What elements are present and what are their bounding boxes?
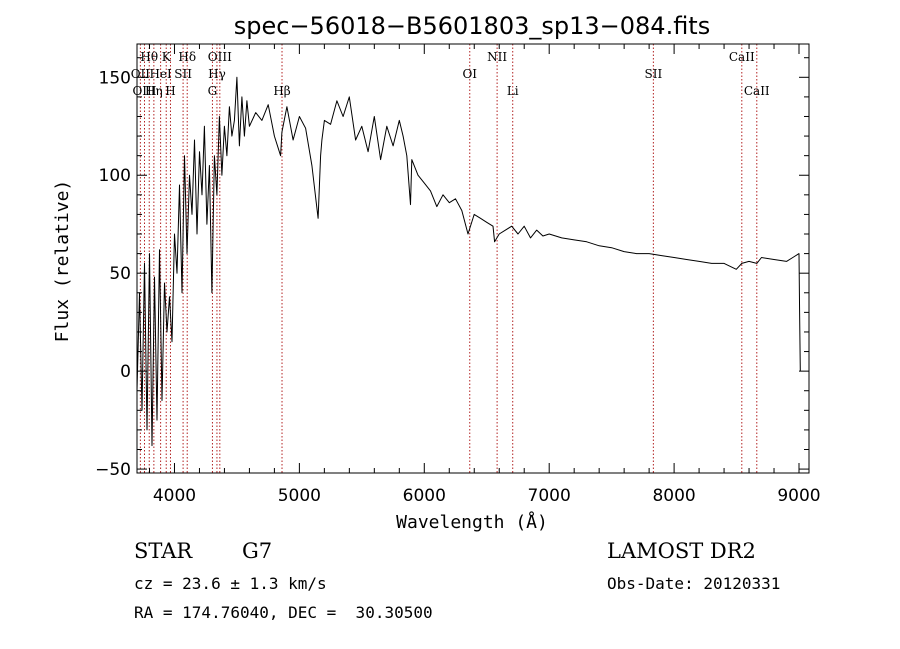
line-label: Hθ	[140, 50, 158, 64]
y-axis-label: Flux (relative)	[52, 180, 73, 343]
line-label: G	[208, 84, 218, 98]
axis-ticks: 4000 5000 6000 7000 8000 9000 −50 0 50 100 150	[95, 44, 821, 506]
object-type: STAR	[134, 539, 193, 563]
object-subclass: G7	[242, 539, 273, 563]
y-tick-label: 150	[99, 68, 131, 88]
line-label: NII	[487, 50, 507, 64]
plot-frame	[136, 43, 810, 474]
line-label: CaII	[729, 50, 755, 64]
x-tick-label: 9000	[777, 486, 820, 506]
spectral-line-markers	[139, 44, 758, 473]
x-tick-label: 5000	[278, 486, 321, 506]
spectrum-line	[136, 76, 801, 447]
line-label: OII	[131, 67, 151, 81]
line-label: OI	[462, 67, 477, 81]
x-tick-label: 6000	[403, 486, 446, 506]
line-label: OIII	[208, 50, 232, 64]
x-tick-label: 4000	[153, 486, 196, 506]
line-label: Hδ	[178, 50, 196, 64]
redshift-text: cz = 23.6 ± 1.3 km/s	[134, 574, 327, 593]
line-label: Hη	[145, 84, 163, 98]
survey-name: LAMOST DR2	[607, 539, 756, 563]
y-tick-label: 50	[109, 264, 131, 284]
chart-title: spec−56018−B5601803_sp13−084.fits	[234, 12, 710, 40]
coordinates-text: RA = 174.76040, DEC = 30.30500	[134, 603, 433, 622]
x-axis-label: Wavelength (Å)	[396, 511, 548, 533]
line-label: CaII	[744, 84, 770, 98]
y-tick-label: 100	[99, 166, 131, 186]
line-label: HeI	[149, 67, 172, 81]
x-tick-label: 7000	[528, 486, 571, 506]
line-label: SII	[174, 67, 192, 81]
line-label: K	[162, 50, 172, 64]
line-label: OIII	[132, 84, 156, 98]
observation-date: Obs-Date: 20120331	[607, 574, 781, 593]
x-tick-label: 8000	[652, 486, 695, 506]
spectrum-series	[136, 76, 801, 447]
y-tick-label: 0	[120, 362, 131, 382]
line-label: Hβ	[273, 84, 290, 98]
line-label: Li	[507, 84, 519, 98]
line-label: H	[165, 84, 175, 98]
line-label: Hγ	[208, 67, 226, 81]
y-tick-label: −50	[95, 460, 131, 480]
line-label: SII	[645, 67, 663, 81]
